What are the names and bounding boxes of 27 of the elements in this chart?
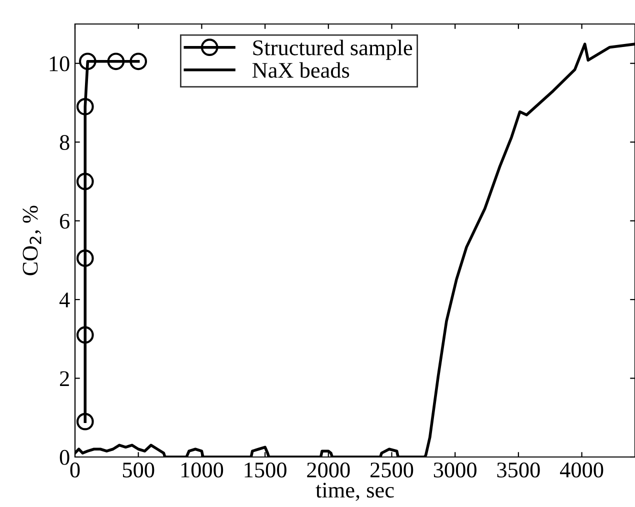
point <box>76 412 94 430</box>
point <box>76 250 94 267</box>
x-tick-label: 3500 <box>497 462 540 478</box>
y-tick-label: 2 <box>60 371 69 386</box>
y-tick-label: 4 <box>59 292 70 308</box>
x-tick-label: 3000 <box>434 462 476 478</box>
x-tick-label: 1000 <box>181 462 224 478</box>
x-tick-label: 4000 <box>560 462 604 478</box>
x-tick-label: 0 <box>70 462 80 478</box>
y-axis-title: CO$_{2}$, % <box>22 206 42 276</box>
y-tick-label: 0 <box>60 450 70 465</box>
x-tick-label: 500 <box>122 462 154 478</box>
legend-label: NaX beads <box>252 62 350 78</box>
y-tick-label: 8 <box>60 135 70 150</box>
x-tick-label: 2500 <box>370 462 414 478</box>
x-tick-label: 1500 <box>244 462 286 478</box>
point <box>130 52 148 70</box>
point <box>76 326 94 344</box>
y-tick-label: 10 <box>50 56 70 72</box>
x-tick-label: 2000 <box>307 462 350 478</box>
legend-label: Structured sample <box>253 40 412 60</box>
x-axis-title: time, sec <box>316 482 394 501</box>
point <box>76 98 94 116</box>
y-tick-label: 6 <box>60 214 70 229</box>
point <box>76 172 94 190</box>
point <box>78 52 96 70</box>
point <box>107 52 125 70</box>
